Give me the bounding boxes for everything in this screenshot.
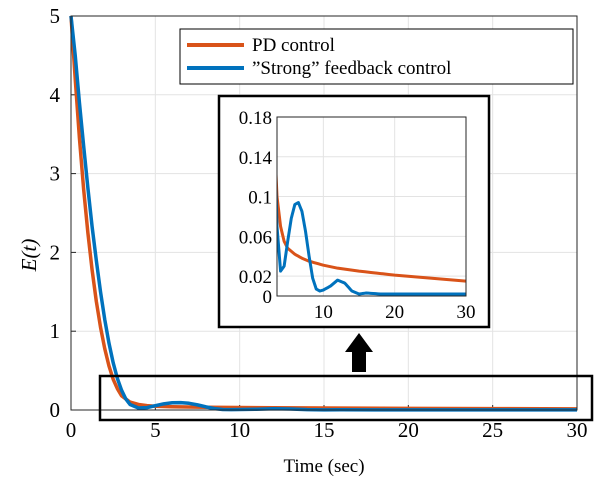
y-tick-label: 3 <box>50 162 61 186</box>
x-tick-label: 20 <box>398 418 419 442</box>
main-axes-box <box>70 15 578 411</box>
inset-x-tick-label: 30 <box>457 302 476 323</box>
inset-x-tick-label: 10 <box>314 302 333 323</box>
legend: PD control ”Strong” feedback control <box>179 28 574 85</box>
inset-y-tick-label: 0 <box>263 287 273 308</box>
legend-label-strong: ”Strong” feedback control <box>252 58 451 79</box>
inset-y-tick-label: 0.14 <box>239 148 273 169</box>
y-tick-label: 2 <box>50 240 61 264</box>
y-tick-label: 4 <box>50 83 61 107</box>
zoom-region-box <box>98 374 594 422</box>
y-tick-label: 5 <box>50 4 61 28</box>
legend-label-pd: PD control <box>252 35 335 56</box>
inset-y-tick-label: 0.02 <box>239 267 272 288</box>
x-axis-label: Time (sec) <box>283 456 364 477</box>
inset-y-tick-label: 0.06 <box>239 227 272 248</box>
inset-series-lines <box>277 163 466 296</box>
y-tick-label: 0 <box>50 398 61 422</box>
inset-x-tick-label: 20 <box>385 302 404 323</box>
y-axis-label: E(t) <box>17 239 41 273</box>
zoom-arrow <box>345 333 373 372</box>
inset-frame <box>217 94 491 329</box>
x-tick-label: 25 <box>482 418 503 442</box>
x-tick-label: 10 <box>229 418 250 442</box>
y-tick-label: 1 <box>50 319 61 343</box>
inset-series-line-0 <box>277 163 466 283</box>
x-tick-label: 30 <box>567 418 588 442</box>
x-tick-label: 0 <box>66 418 77 442</box>
main-tick-labels: 0 5 10 15 20 25 30 0 1 2 3 4 5 <box>50 4 588 442</box>
x-tick-label: 5 <box>150 418 161 442</box>
inset-axes-box <box>276 116 467 297</box>
inset-y-tick-label: 0.1 <box>248 188 272 209</box>
inset-y-tick-label: 0.18 <box>239 108 272 129</box>
inset-tick-labels: 10 20 30 00.02 0.06 0.1 0.14 0.18 <box>239 108 476 323</box>
x-tick-label: 15 <box>314 418 335 442</box>
legend-box <box>179 28 574 85</box>
inset-series-line-1 <box>277 167 466 296</box>
